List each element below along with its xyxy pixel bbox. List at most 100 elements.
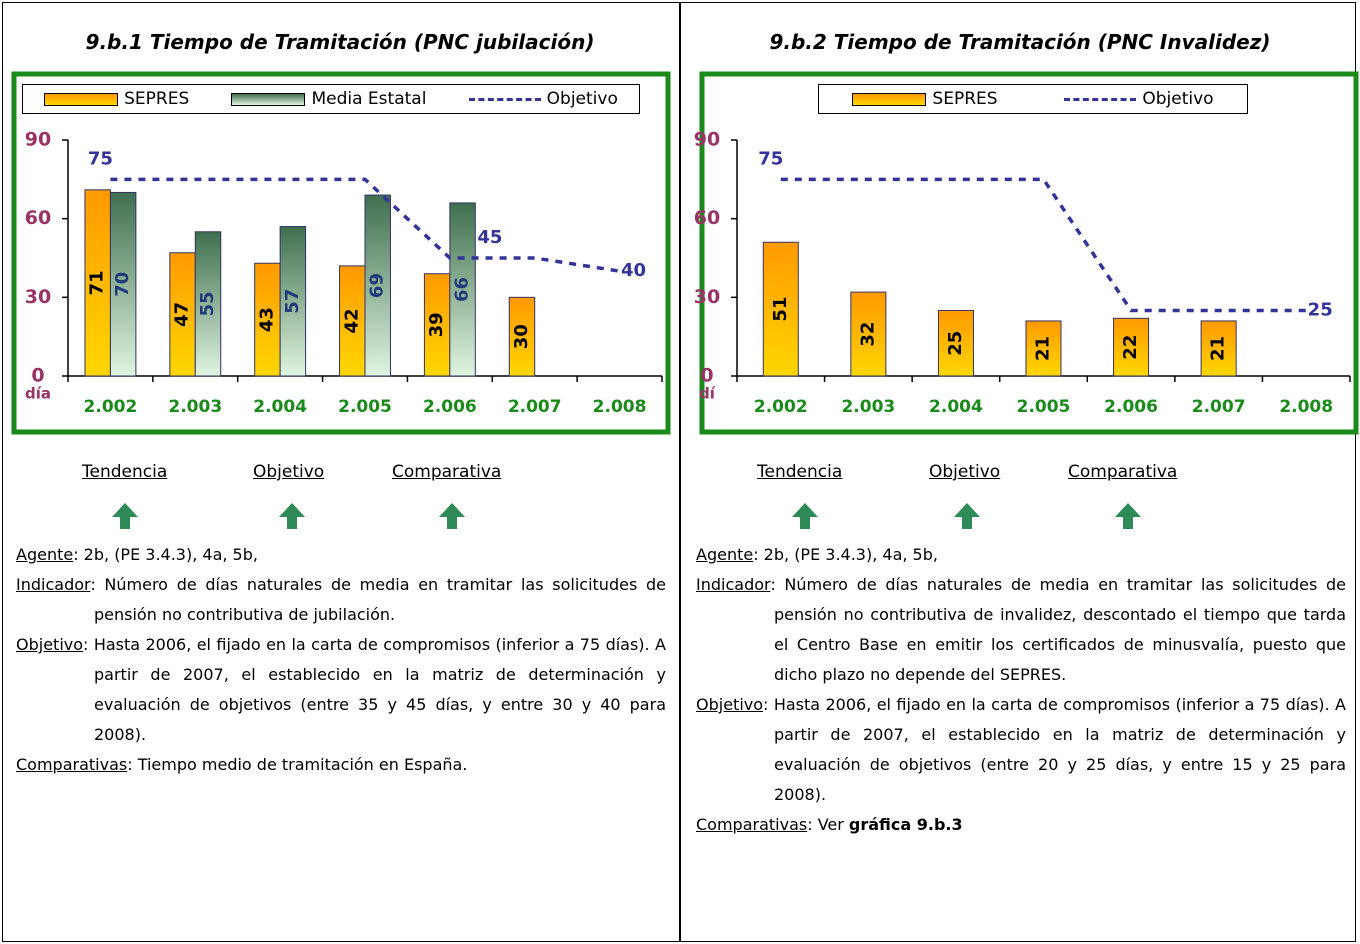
x-tick-label: 2.008 (593, 397, 647, 417)
divider (679, 2, 681, 942)
bar (449, 202, 476, 377)
bar (937, 309, 974, 377)
paragraph: Comparativas: Tiempo medio de tramitació… (16, 750, 666, 780)
paragraph-label: Objetivo (696, 695, 764, 714)
bar (762, 241, 799, 377)
legend-swatch (852, 92, 927, 106)
bar (1113, 317, 1150, 377)
bar-value-label: 70 (112, 272, 133, 297)
arrow (792, 503, 818, 529)
paragraphs: Agente: 2b, (PE 3.4.3), 4a, 5b, Indicador… (16, 540, 666, 780)
arrow (1115, 503, 1141, 529)
y-tick-label: 60 (25, 207, 51, 229)
bar-value-label: 66 (452, 277, 473, 302)
x-tick-label: 2.007 (1192, 397, 1246, 417)
bar-value-label: 39 (426, 312, 447, 337)
paragraphs: Agente: 2b, (PE 3.4.3), 4a, 5b, Indicador… (696, 540, 1346, 840)
x-tick-label: 2.006 (1104, 397, 1158, 417)
legend-swatch (468, 97, 541, 101)
paragraph-label: Indicador (696, 575, 771, 594)
y-tick-label: 90 (694, 129, 720, 151)
paragraph: Agente: 2b, (PE 3.4.3), 4a, 5b, (16, 540, 666, 570)
paragraph: Indicador: Número de días naturales de m… (16, 570, 666, 630)
bar (254, 262, 281, 377)
bar (279, 226, 307, 377)
indicator-label: Objetivo (253, 462, 325, 482)
paragraph: Agente: 2b, (PE 3.4.3), 4a, 5b, (696, 540, 1346, 570)
x-tick-label: 2.003 (841, 397, 895, 417)
y-tick-label: 0 (31, 365, 44, 387)
bar-value-label: 42 (341, 308, 362, 333)
legend-entry: Objetivo (1064, 89, 1214, 109)
chart-title: 9.b.1 Tiempo de Tramitación (PNC jubilac… (85, 30, 595, 54)
x-tick-label: 2.007 (508, 397, 562, 417)
bar-value-label: 32 (857, 322, 878, 347)
up-arrow-icon (1115, 503, 1141, 529)
bar (850, 291, 887, 377)
bar (508, 296, 536, 377)
legend: SEPRES Objetivo (818, 84, 1248, 114)
bar (1025, 320, 1062, 377)
paragraph-label: Comparativas (16, 755, 128, 774)
paragraph-label: Objetivo (16, 635, 84, 654)
legend-swatch (44, 92, 119, 106)
paragraph-text: : Número de días naturales de media en t… (90, 575, 666, 624)
paragraph-text: : Hasta 2006, el fijado en la carta de c… (763, 695, 1346, 804)
legend: SEPRES Media Estatal Objetivo (22, 84, 640, 114)
up-arrow-icon (439, 503, 465, 529)
chart-frame (699, 71, 1359, 435)
paragraph-label: Agente (696, 545, 754, 564)
line-value-label: 40 (621, 260, 646, 281)
bar-value-label: 21 (1208, 336, 1229, 361)
up-arrow-icon (954, 503, 980, 529)
bar-value-label: 25 (945, 331, 966, 356)
bar (194, 231, 222, 377)
paragraph-text: : Hasta 2006, el fijado en la carta de c… (83, 635, 666, 744)
chart-title: 9.b.2 Tiempo de Tramitación (PNC Invalid… (769, 30, 1271, 54)
arrow (439, 503, 465, 529)
chart-frame (11, 71, 671, 435)
bar-value-label: 21 (1033, 336, 1054, 361)
paragraph-text: : Ver (807, 815, 849, 834)
indicator-label: Comparativa (392, 462, 502, 482)
bar-value-label: 55 (197, 291, 218, 316)
legend-label: Objetivo (546, 89, 618, 109)
paragraph: Indicador: Número de días naturales de m… (696, 570, 1346, 690)
paragraph: Objetivo: Hasta 2006, el fijado en la ca… (696, 690, 1346, 810)
x-tick-label: 2.002 (754, 397, 808, 417)
x-tick-label: 2.002 (84, 397, 138, 417)
y-tick-label: 0 (700, 365, 713, 387)
chart: 0 30 60 90 dí 2.002 2.003 2.004 2.005 2.006 2.007 2… (694, 71, 1359, 435)
bar-value-label: 22 (1120, 335, 1141, 360)
bar-value-label: 51 (770, 297, 791, 322)
y-axis-label: día (25, 385, 51, 403)
x-tick-label: 2.008 (1279, 397, 1333, 417)
x-tick-label: 2.004 (929, 397, 983, 417)
y-axis-label: dí (699, 385, 716, 403)
legend-swatch (1064, 97, 1137, 101)
indicator-label: Tendencia (757, 462, 843, 482)
paragraph-text: : 2b, (PE 3.4.3), 4a, 5b, (753, 545, 938, 564)
bar (1200, 320, 1237, 377)
paragraph-text: : 2b, (PE 3.4.3), 4a, 5b, (73, 545, 258, 564)
legend-label: Objetivo (1142, 89, 1214, 109)
bar-value-label: 71 (87, 270, 108, 295)
y-tick-label: 90 (25, 129, 51, 151)
indicator-label: Comparativa (1068, 462, 1178, 482)
paragraph: Objetivo: Hasta 2006, el fijado en la ca… (16, 630, 666, 750)
arrow (279, 503, 305, 529)
bar-value-label: 69 (367, 273, 388, 298)
x-tick-label: 2.006 (423, 397, 477, 417)
bar-value-label: 57 (282, 289, 303, 314)
bar-value-label: 30 (511, 324, 532, 349)
line-value-label: 75 (758, 148, 783, 169)
paragraph-label: Comparativas (696, 815, 808, 834)
up-arrow-icon (279, 503, 305, 529)
bar (423, 273, 451, 377)
indicator-label: Tendencia (82, 462, 168, 482)
up-arrow-icon (112, 503, 138, 529)
bar-value-label: 43 (256, 307, 277, 332)
bar (364, 194, 391, 377)
legend-label: SEPRES (932, 89, 998, 109)
